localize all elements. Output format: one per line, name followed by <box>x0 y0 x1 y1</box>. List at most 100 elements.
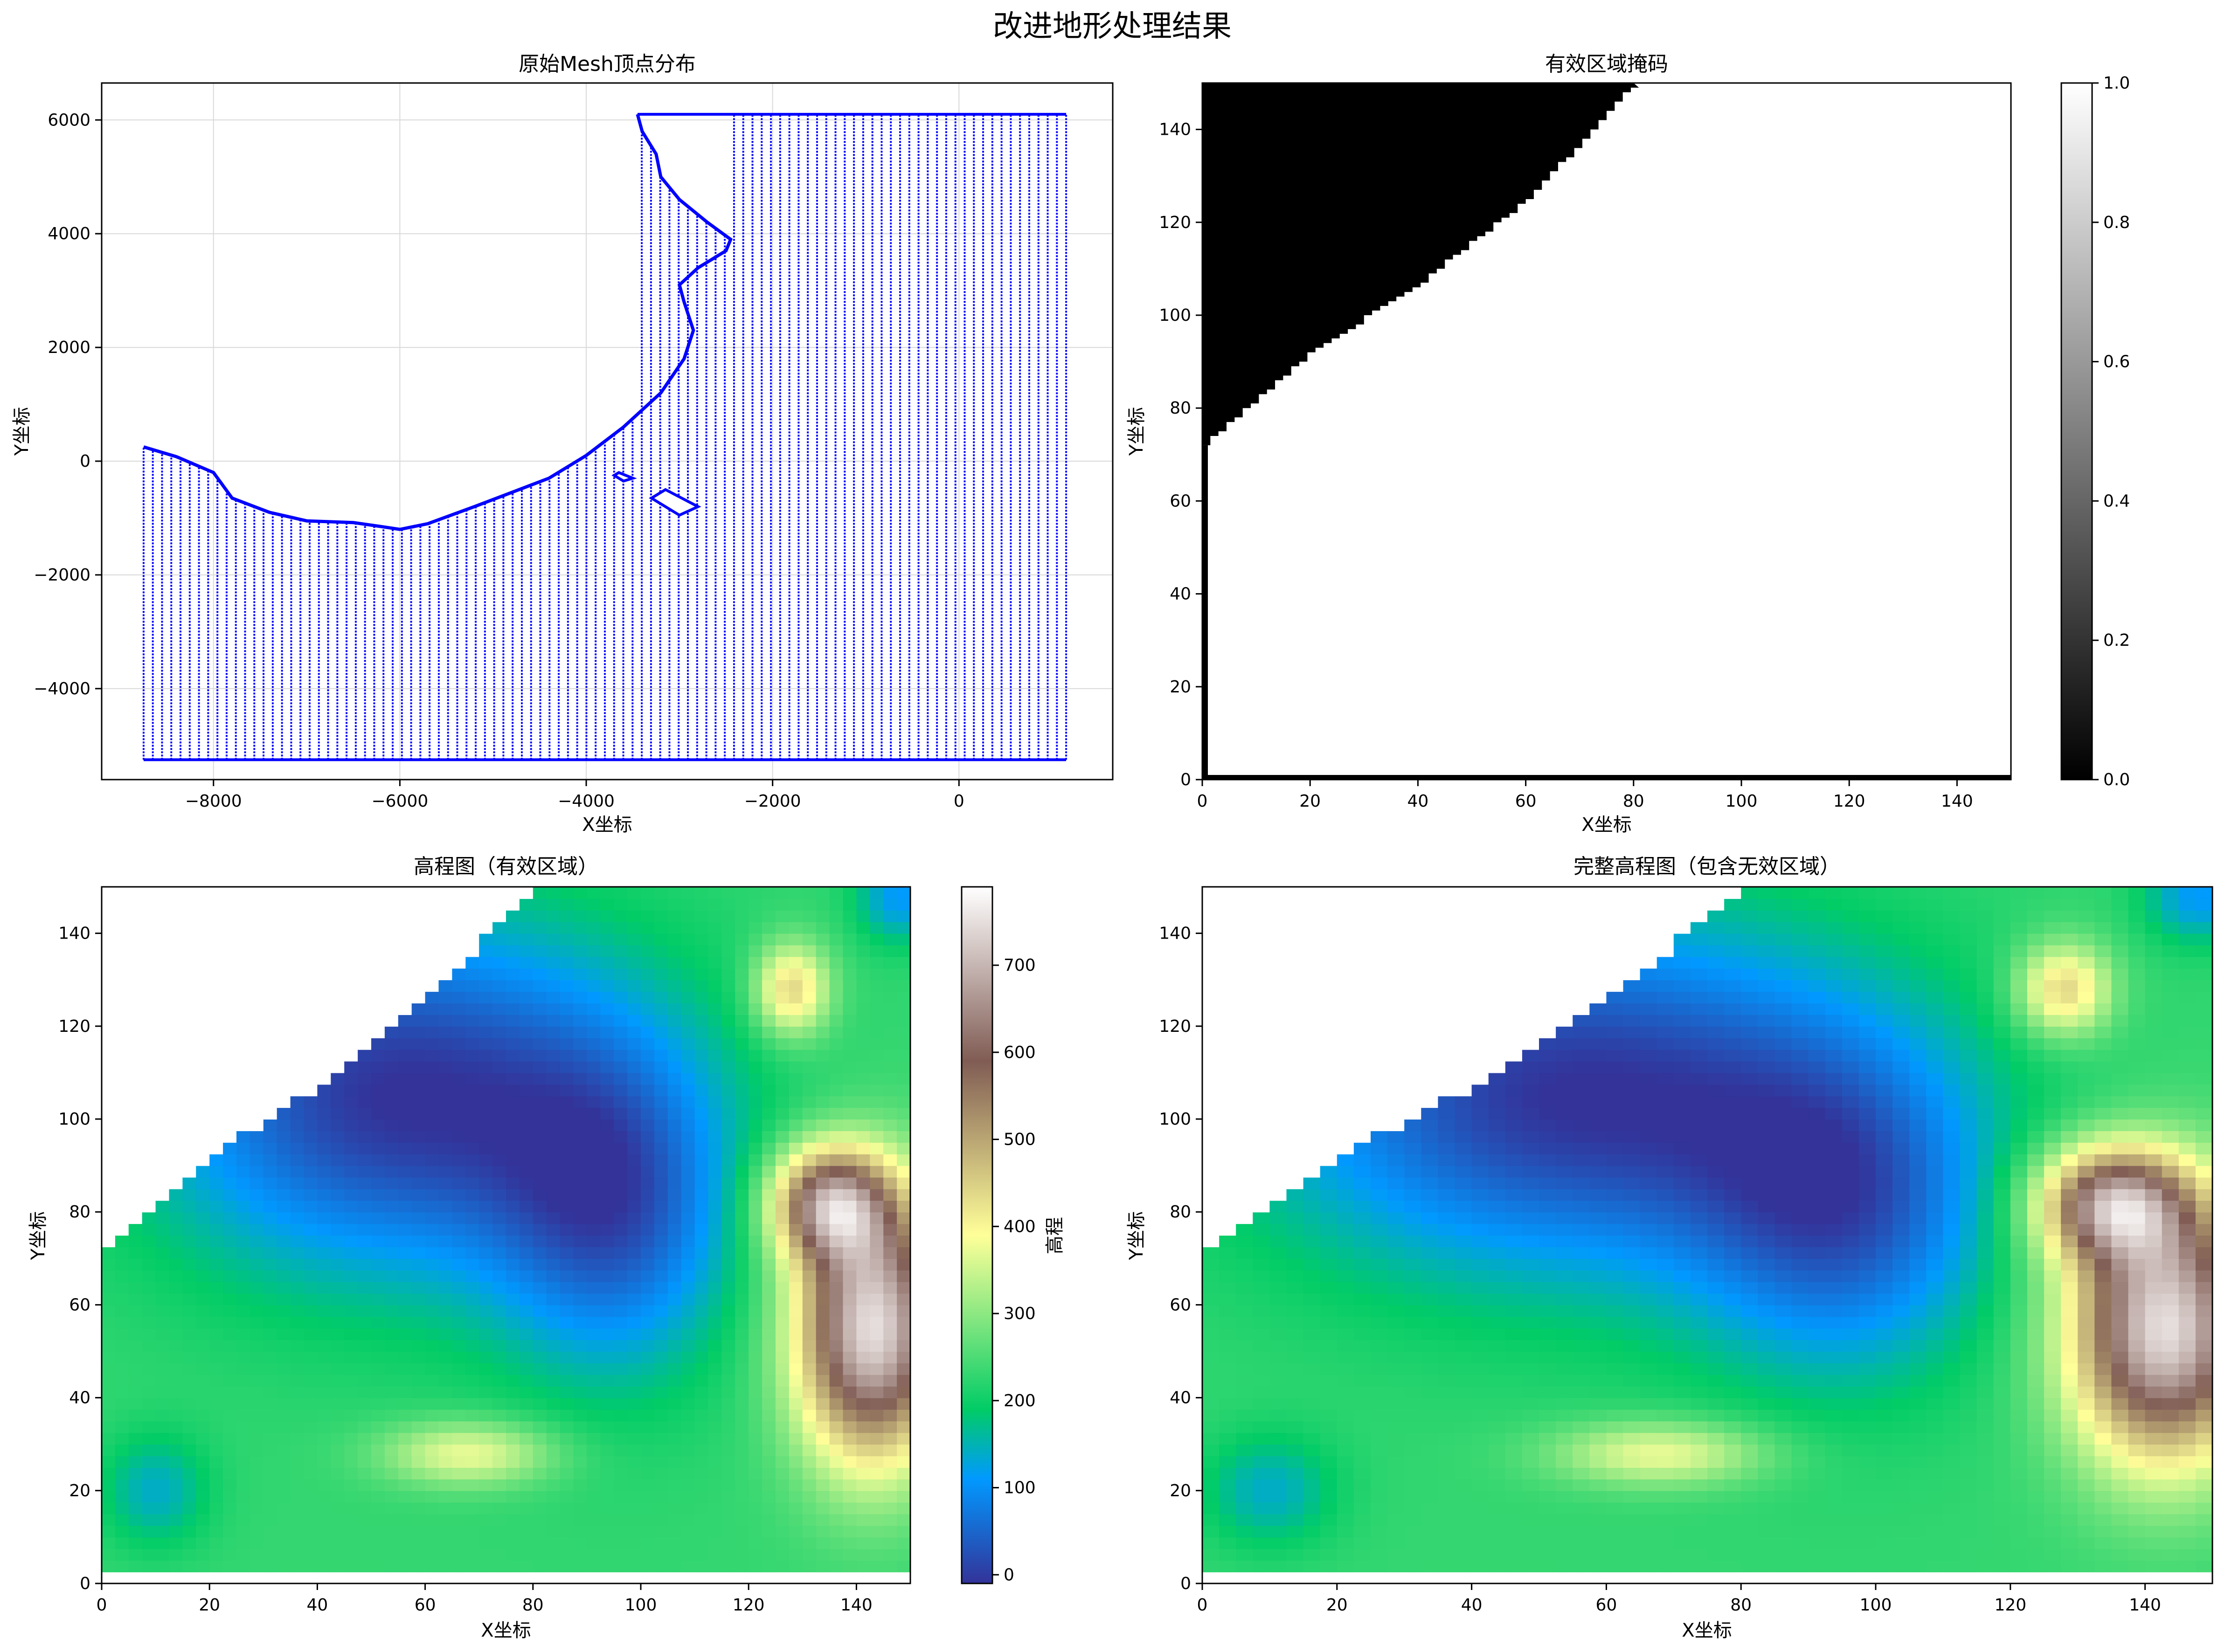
elevation-valid-ytick-label: 80 <box>69 1203 90 1222</box>
elevation-cell <box>1202 956 1220 969</box>
elevation-cell <box>749 1328 763 1341</box>
elevation-cell <box>627 1154 641 1166</box>
elevation-cell <box>897 1235 911 1247</box>
elevation-cell <box>1269 1049 1287 1062</box>
elevation-cell <box>776 910 790 922</box>
elevation-cell <box>1337 1548 1354 1561</box>
elevation-cell <box>546 1328 561 1341</box>
elevation-cell <box>155 1502 170 1514</box>
elevation-cell <box>371 1084 385 1097</box>
elevation-cell <box>1320 1235 1338 1247</box>
elevation-cell <box>829 945 844 957</box>
elevation-cell <box>425 1014 439 1027</box>
elevation-cell <box>587 968 601 981</box>
elevation-cell <box>587 1421 601 1433</box>
elevation-cell <box>1269 1525 1287 1538</box>
elevation-cell <box>438 1316 453 1329</box>
elevation-cell <box>209 1165 224 1178</box>
elevation-cell <box>1286 980 1304 992</box>
elevation-cell <box>182 1072 197 1085</box>
elevation-cell <box>1269 1189 1287 1201</box>
elevation-cell <box>1488 1514 1506 1526</box>
elevation-cell <box>465 1316 480 1329</box>
elevation-cell <box>749 1514 763 1526</box>
elevation-cell <box>1337 1270 1354 1282</box>
elevation-cell <box>870 1084 884 1097</box>
elevation-colorbar-tick-label: 100 <box>1004 1479 1036 1498</box>
elevation-cell <box>614 933 628 946</box>
elevation-cell <box>506 956 520 969</box>
elevation-cell <box>641 1421 655 1433</box>
elevation-cell <box>142 1270 156 1282</box>
elevation-cell <box>667 1281 682 1294</box>
elevation-cell <box>304 1096 318 1108</box>
elevation-cell <box>358 1061 372 1073</box>
elevation-cell <box>1505 1514 1523 1526</box>
elevation-cell <box>263 1154 277 1166</box>
elevation-cell <box>856 1305 871 1317</box>
elevation-cell <box>573 1223 588 1236</box>
elevation-cell <box>115 910 129 922</box>
elevation-cell <box>654 1316 668 1329</box>
elevation-cell <box>384 1537 399 1549</box>
elevation-cell <box>721 1362 736 1375</box>
elevation-cell <box>627 1177 641 1189</box>
elevation-cell <box>236 1061 250 1073</box>
elevation-cell <box>452 945 466 957</box>
elevation-cell <box>250 1316 264 1329</box>
elevation-cell <box>1438 1200 1456 1213</box>
elevation-cell <box>317 1560 332 1573</box>
elevation-cell <box>627 1502 641 1514</box>
elevation-cell <box>883 1548 898 1561</box>
elevation-cell <box>250 1096 264 1108</box>
elevation-cell <box>277 1351 291 1363</box>
elevation-cell <box>843 1049 857 1062</box>
elevation-cell <box>560 1061 574 1073</box>
elevation-cell <box>627 1293 641 1306</box>
elevation-cell <box>438 887 453 899</box>
elevation-cell <box>762 1316 776 1329</box>
elevation-cell <box>1488 1107 1506 1120</box>
elevation-cell <box>398 1014 412 1027</box>
elevation-cell <box>1455 1258 1472 1271</box>
elevation-cell <box>897 1572 911 1584</box>
elevation-cell <box>1269 1130 1287 1143</box>
elevation-cell <box>856 968 871 981</box>
elevation-cell <box>1286 1200 1304 1213</box>
elevation-cell <box>425 1212 439 1224</box>
elevation-cell <box>182 1246 197 1259</box>
elevation-cell <box>492 910 506 922</box>
elevation-cell <box>1505 1189 1523 1201</box>
elevation-cell <box>1219 1096 1237 1108</box>
elevation-cell <box>654 1432 668 1445</box>
elevation-cell <box>209 1270 224 1282</box>
elevation-cell <box>776 1502 790 1514</box>
elevation-cell <box>1202 1409 1220 1422</box>
elevation-cell <box>290 1142 305 1154</box>
elevation-cell <box>1471 1014 1489 1027</box>
elevation-cell <box>182 1397 197 1410</box>
elevation-cell <box>317 1281 332 1294</box>
elevation-cell <box>560 1397 574 1410</box>
elevation-cell <box>209 1142 224 1154</box>
elevation-cell <box>384 1084 399 1097</box>
elevation-cell <box>304 1479 318 1491</box>
elevation-cell <box>182 1037 197 1050</box>
elevation-cell <box>465 1560 480 1573</box>
elevation-cell <box>1421 1270 1439 1282</box>
elevation-cell <box>762 1142 776 1154</box>
elevation-cell <box>398 1177 412 1189</box>
elevation-cell <box>843 1165 857 1178</box>
elevation-cell <box>856 956 871 969</box>
elevation-cell <box>1286 1514 1304 1526</box>
elevation-cell <box>425 1467 439 1479</box>
elevation-cell <box>829 1305 844 1317</box>
elevation-cell <box>708 1096 722 1108</box>
elevation-cell <box>1219 887 1237 899</box>
elevation-cell <box>641 1270 655 1282</box>
elevation-cell <box>506 1223 520 1236</box>
elevation-cell <box>708 1049 722 1062</box>
elevation-cell <box>829 1049 844 1062</box>
elevation-cell <box>870 1525 884 1538</box>
elevation-cell <box>1236 1049 1254 1062</box>
